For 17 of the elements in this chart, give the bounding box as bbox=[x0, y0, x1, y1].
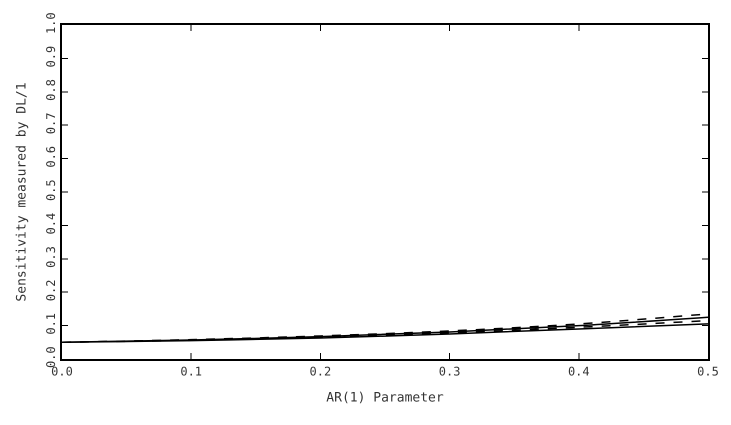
y-tick-label: 0.7 bbox=[44, 112, 58, 134]
x-tick-label: 0.3 bbox=[438, 364, 460, 378]
y-tick-label: 0.4 bbox=[44, 212, 58, 234]
y-tick-label: 0.8 bbox=[44, 79, 58, 101]
x-tick-label: 0.5 bbox=[697, 364, 719, 378]
y-tick-label: 0.1 bbox=[44, 312, 58, 335]
y-tick-label: 0.5 bbox=[44, 179, 58, 202]
x-tick-label: 0.1 bbox=[180, 364, 202, 378]
x-tick-label: 0.2 bbox=[310, 364, 332, 378]
y-tick-label: 0.6 bbox=[44, 146, 58, 168]
x-axis-title: AR(1) Parameter bbox=[326, 390, 444, 406]
y-tick-label: 0.3 bbox=[44, 246, 58, 268]
y-tick-label: 0.2 bbox=[44, 280, 58, 302]
y-tick-label: 0.9 bbox=[44, 46, 58, 68]
y-axis-title: Sensitivity measured by DL/1 bbox=[14, 82, 30, 302]
y-tick-label: 1.0 bbox=[44, 12, 58, 34]
x-tick-label: 0.4 bbox=[568, 364, 590, 378]
